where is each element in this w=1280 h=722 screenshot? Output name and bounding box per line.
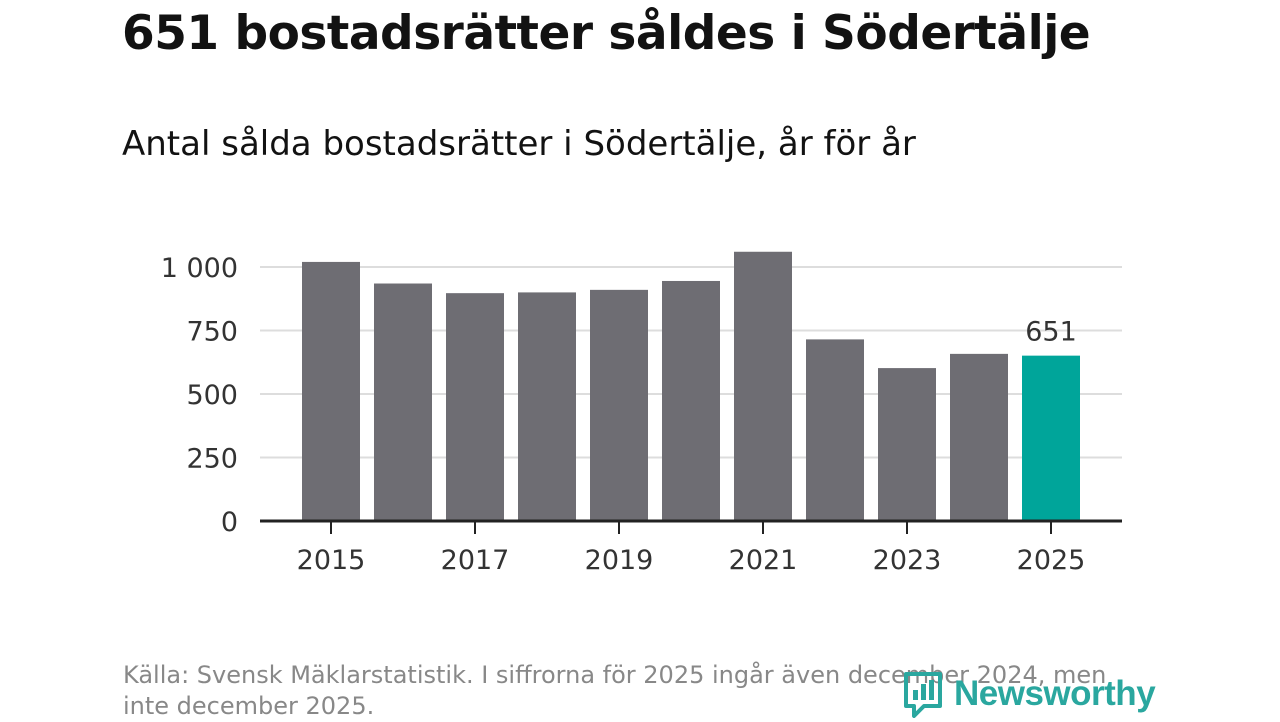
bar-2025	[1022, 355, 1080, 521]
x-tick-label: 2017	[441, 545, 510, 576]
bar-chart: 0 250 500 750 1 000 651 2015 2017 2019 2021 2023 20…	[161, 251, 1122, 576]
bars	[302, 251, 1080, 521]
axes	[260, 519, 1122, 534]
labels: 0 250 500 750 1 000 651 2015 2017 2019 2021 2023 20…	[161, 253, 1086, 576]
bar-2015	[302, 261, 360, 521]
headline: 651 bostadsrätter såldes i Södertälje	[122, 6, 1091, 61]
y-tick-label: 1 000	[161, 253, 238, 284]
y-tick-label: 0	[221, 507, 238, 538]
y-tick-label: 750	[186, 317, 238, 348]
bar-2024	[950, 353, 1008, 521]
y-tick-label: 500	[186, 380, 238, 411]
bar-2018	[518, 292, 576, 521]
bar-2016	[374, 283, 432, 521]
newsworthy-logo-icon	[904, 672, 942, 718]
x-tick-label: 2025	[1017, 545, 1086, 576]
bar-2019	[590, 289, 648, 521]
x-tick-label: 2023	[873, 545, 942, 576]
chart-title: Antal sålda bostadsrätter i Södertälje, …	[122, 124, 916, 164]
bar-2021	[734, 251, 792, 521]
y-tick-label: 250	[186, 444, 238, 475]
bar-2017	[446, 293, 504, 521]
bar-2023	[878, 368, 936, 521]
highlight-data-label: 651	[1025, 317, 1077, 348]
x-tick-label: 2021	[729, 545, 798, 576]
x-tick-label: 2015	[297, 545, 366, 576]
logo-text: Newsworthy	[954, 674, 1156, 713]
bar-2022	[806, 339, 864, 521]
x-tick-label: 2019	[585, 545, 654, 576]
bar-2020	[662, 280, 720, 521]
newsworthy-logo: Newsworthy	[902, 668, 1156, 720]
source-note: Källa: Svensk Mäklarstatistik. I siffror…	[123, 661, 1107, 720]
